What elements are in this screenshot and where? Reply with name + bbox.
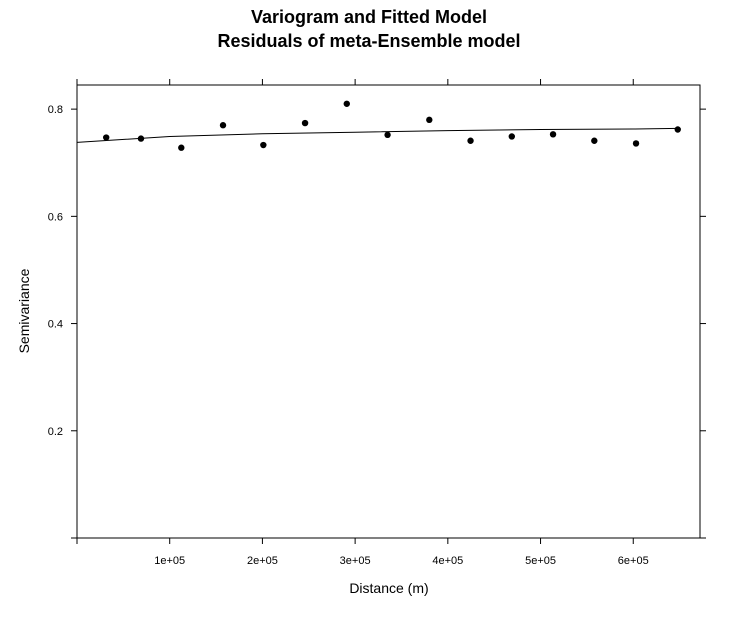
variogram-point [260, 141, 267, 149]
x-axis: 1e+05 2e+05 3e+05 4e+05 5e+05 6e+05 [76, 79, 649, 567]
x-axis-label: Distance (m) [349, 580, 428, 596]
variogram-point [674, 126, 681, 133]
y-axis-label: Semivariance [16, 268, 32, 353]
y-tick-label: 0.4 [48, 319, 63, 331]
variogram-point [103, 134, 110, 141]
variogram-point [178, 144, 185, 151]
chart-title: Variogram and Fitted Model [251, 7, 487, 27]
variogram-point [301, 119, 309, 127]
fitted-model-line [76, 127, 678, 143]
x-tick-label: 1e+05 [154, 555, 185, 567]
x-tick-label: 5e+05 [525, 555, 556, 567]
x-tick-label: 3e+05 [340, 555, 371, 567]
chart-subtitle: Residuals of meta-Ensemble model [217, 31, 520, 51]
variogram-point [219, 122, 227, 129]
variogram-point [426, 116, 433, 124]
y-axis: 0.2 0.4 0.6 0.8 [48, 104, 706, 539]
variogram-point [508, 133, 516, 140]
variogram-point [591, 137, 598, 144]
plot-area [76, 100, 681, 151]
x-tick-label: 4e+05 [432, 555, 463, 567]
x-tick-label: 2e+05 [247, 555, 278, 567]
y-tick-label: 0.6 [48, 211, 63, 223]
y-tick-label: 0.2 [48, 426, 63, 438]
variogram-point [343, 100, 350, 107]
variogram-point [137, 135, 145, 142]
y-tick-label: 0.8 [48, 104, 63, 116]
variogram-point [467, 137, 474, 144]
variogram-point [384, 131, 391, 139]
x-tick-label: 6e+05 [618, 555, 649, 567]
variogram-point [632, 140, 640, 147]
variogram-point [549, 131, 557, 138]
plot-frame [76, 84, 701, 539]
